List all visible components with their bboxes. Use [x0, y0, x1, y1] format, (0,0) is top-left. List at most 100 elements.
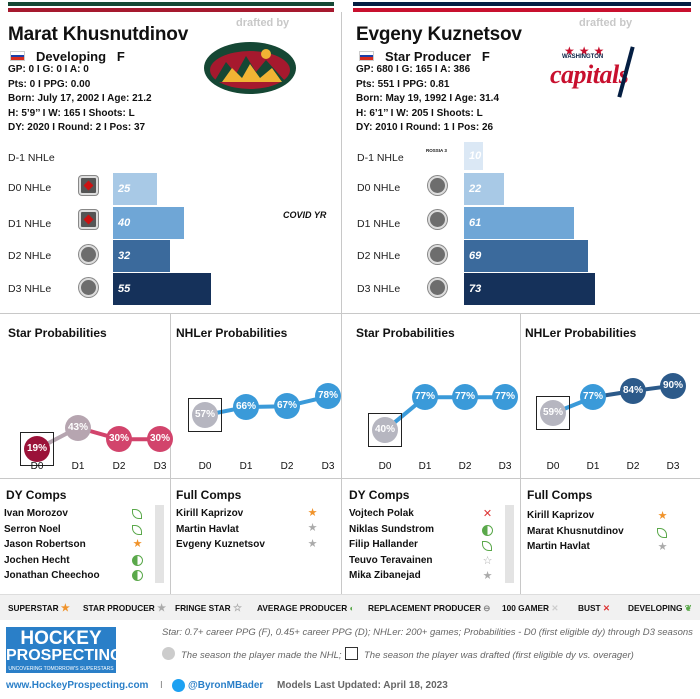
left-nhle-bar-d0: 25	[113, 173, 157, 205]
superstar-icon: ★	[307, 507, 318, 519]
list-item[interactable]: Jonathan Cheechoo	[4, 570, 100, 581]
left-nhle-bar-d2: 32	[113, 240, 170, 272]
right-player-role: Star Producer F	[385, 49, 490, 64]
left-nhle-label-d-1: D-1 NHLe	[8, 152, 55, 164]
star-producer-icon: ★	[307, 538, 318, 550]
prob-point: 19%	[24, 436, 50, 463]
list-item[interactable]: Mika Zibanejad	[349, 570, 421, 581]
prob-point: 43%	[65, 414, 91, 441]
prob-point: 66%	[233, 394, 259, 421]
right-nhle-label-d-1: D-1 NHLe	[357, 152, 404, 164]
left-star-prob-title: Star Probabilities	[8, 326, 107, 340]
prob-point: 30%	[147, 426, 173, 453]
left-player-role: Developing F	[36, 49, 125, 64]
developing-icon	[132, 525, 142, 535]
draft-season-box	[188, 398, 222, 433]
hockey-prospecting-logo[interactable]: HOCKEY PROSPECTING UNCOVERING TOMORROW'S…	[6, 627, 123, 673]
x-tick-label: D2	[112, 461, 126, 472]
right-nhle-label-d1: D1 NHLe	[357, 218, 401, 230]
draft-season-box	[536, 396, 570, 431]
list-item[interactable]: Vojtech Polak	[349, 508, 414, 519]
right-player-stats: GP: 680 I G: 165 I A: 386 Pts: 551 I PPG:…	[356, 64, 500, 134]
list-item[interactable]: Teuvo Teravainen	[349, 554, 433, 566]
left-nhle-bar-d1: 40	[113, 207, 184, 239]
star-producer-icon: ★	[657, 541, 668, 553]
fringe-star-icon: ☆	[482, 555, 493, 567]
website-link[interactable]: www.HockeyProspecting.com	[6, 680, 149, 691]
khl-logo-icon	[428, 245, 447, 264]
twitter-handle[interactable]: @ByronMBader	[188, 680, 264, 691]
rossia-3-league-label: ROSSIA 3	[426, 148, 447, 153]
minnesota-wild-logo-icon	[204, 42, 296, 94]
right-prob-divider	[520, 314, 521, 594]
x-tick-label: D2	[458, 461, 472, 472]
average-producer-icon	[132, 570, 143, 581]
left-player-name: Marat Khusnutdinov	[8, 24, 189, 45]
x-tick-label: D0	[546, 461, 560, 472]
right-nhle-bar-d0: 22	[464, 173, 504, 205]
x-tick-label: D0	[30, 461, 44, 472]
x-tick-label: D1	[239, 461, 253, 472]
capitals-logo-text: capitals	[550, 60, 629, 89]
right-nhle-label-d2: D2 NHLe	[357, 250, 401, 262]
prob-point: 67%	[274, 393, 300, 420]
developing-icon	[132, 509, 142, 519]
twitter-icon[interactable]	[172, 679, 185, 692]
covid-year-note: COVID YR	[283, 210, 327, 220]
khl-logo-icon	[428, 176, 447, 195]
draft-season-marker-icon	[345, 647, 358, 660]
prob-point: 78%	[315, 383, 341, 410]
left-dy-scrollbar[interactable]	[155, 505, 164, 583]
developing-icon	[657, 528, 667, 538]
legend-replacement-producer: REPLACEMENT PRODUCER ⊖	[368, 603, 491, 613]
center-divider	[341, 12, 342, 594]
right-team-stripe	[353, 2, 691, 14]
khl-logo-icon	[79, 278, 98, 297]
legend-100-gamer: 100 GAMER ✕	[502, 603, 559, 613]
right-nhle-label-d3: D3 NHLe	[357, 283, 401, 295]
prob-point: 90%	[660, 372, 686, 399]
superstar-icon: ★	[657, 510, 668, 522]
list-item[interactable]: Martin Havlat	[527, 541, 590, 552]
list-item[interactable]: Evgeny Kuznetsov	[176, 539, 265, 550]
khl-logo-icon	[79, 176, 98, 195]
list-item[interactable]: Martin Havlat	[176, 523, 239, 535]
x-tick-label: D3	[498, 461, 512, 472]
list-item[interactable]: Ivan Morozov	[4, 508, 68, 519]
average-producer-icon	[482, 525, 493, 536]
legend-developing: DEVELOPING ❦	[628, 603, 692, 613]
draft-season-box	[368, 413, 402, 448]
list-item[interactable]: Niklas Sundstrom	[349, 523, 435, 535]
superstar-icon: ★	[132, 538, 143, 550]
developing-icon	[482, 541, 492, 551]
right-nhle-bar-d3: 73	[464, 273, 595, 305]
list-item[interactable]: Marat Khusnutdinov	[527, 525, 624, 537]
list-item[interactable]: Filip Hallander	[349, 539, 418, 550]
left-nhle-label-d0: D0 NHLe	[8, 182, 52, 194]
prob-point: 84%	[620, 378, 646, 405]
left-nhle-label-d3: D3 NHLe	[8, 283, 52, 295]
list-item[interactable]: Jason Robertson	[4, 539, 86, 550]
x-tick-label: D1	[418, 461, 432, 472]
right-nhle-label-d0: D0 NHLe	[357, 182, 401, 194]
left-nhler-prob-title: NHLer Probabilities	[176, 326, 288, 340]
right-dy-comps-list: Vojtech Polak Niklas Sundstrom Filip Hal…	[349, 506, 434, 584]
left-full-comps-title: Full Comps	[176, 488, 242, 502]
legend-star-producer: STAR PRODUCER ★	[83, 603, 167, 614]
capitals-logo-sub: WASHINGTON	[562, 54, 604, 60]
left-nhle-bar-d3: 55	[113, 273, 211, 305]
prob-point: 30%	[106, 426, 132, 453]
star-producer-icon: ★	[482, 570, 493, 582]
prob-point: 77%	[412, 384, 438, 411]
russia-flag-icon	[10, 51, 25, 61]
list-item[interactable]: Kirill Kaprizov	[176, 508, 244, 519]
x-tick-label: D2	[626, 461, 640, 472]
right-full-comps-list: Kirill Kaprizov Marat Khusnutdinov Marti…	[527, 508, 624, 555]
list-item[interactable]: Serron Noel	[4, 523, 61, 535]
legend-bust: BUST ✕	[578, 603, 610, 613]
list-item[interactable]: Jochen Hecht	[4, 554, 70, 566]
khl-logo-icon	[79, 245, 98, 264]
list-item[interactable]: Kirill Kaprizov	[527, 510, 595, 521]
right-dy-scrollbar[interactable]	[505, 505, 514, 583]
right-nhle-bar-d-1: 10	[464, 142, 483, 170]
